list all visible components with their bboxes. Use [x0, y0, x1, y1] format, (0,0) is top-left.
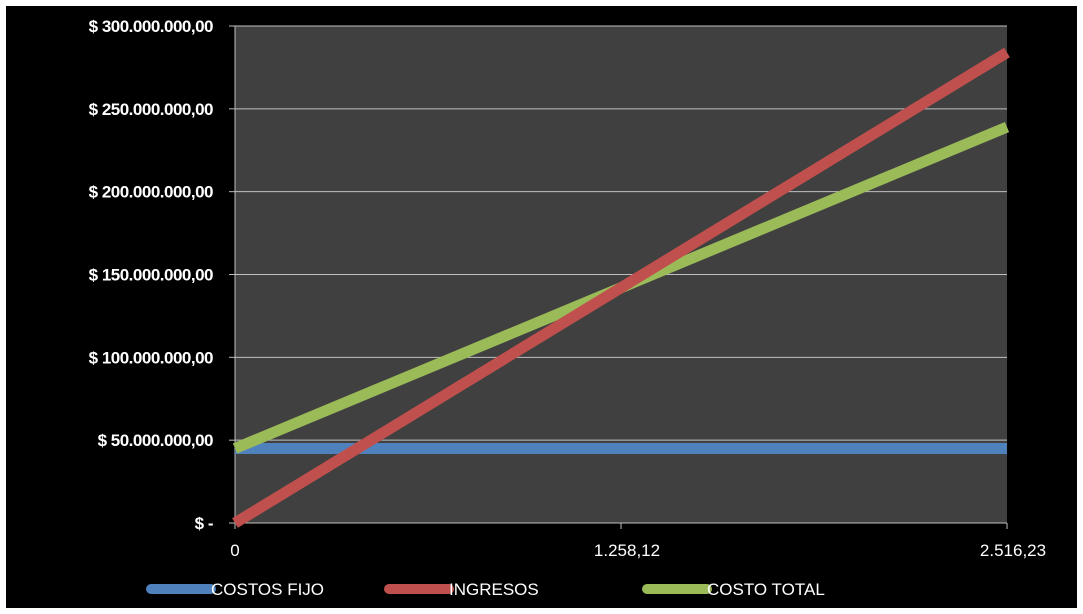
legend-item: COSTOS FIJO [146, 580, 324, 599]
legend-label: COSTOS FIJO [211, 580, 324, 599]
y-tick-label: $ 300.000.000,00 [89, 17, 213, 36]
x-axis-ticks: 0 1.258,12 2.516,23 [230, 523, 1046, 560]
series-line-ingresos [232, 47, 1010, 528]
legend-item: INGRESOS [384, 580, 539, 599]
y-tick-label: $ 50.000.000,00 [98, 431, 213, 450]
legend: COSTOS FIJO INGRESOS COSTO TOTAL [146, 580, 825, 599]
x-tick-label: 1.258,12 [594, 541, 660, 560]
x-tick-label: 2.516,23 [980, 541, 1046, 560]
y-tick-label: $ 200.000.000,00 [89, 183, 213, 202]
legend-label: INGRESOS [449, 580, 539, 599]
y-tick-label: $ - [195, 514, 213, 533]
legend-label: COSTO TOTAL [707, 580, 825, 599]
legend-item: COSTO TOTAL [642, 580, 825, 599]
series-lines [232, 47, 1010, 528]
y-axis-ticks: $ - $ 50.000.000,00 $ 100.000.000,00 $ 150.… [89, 17, 235, 533]
y-tick-label: $ 250.000.000,00 [89, 100, 213, 119]
chart-svg: $ - $ 50.000.000,00 $ 100.000.000,00 $ 150.… [89, 17, 1046, 599]
x-tick-label: 0 [230, 541, 239, 560]
y-tick-label: $ 150.000.000,00 [89, 266, 213, 285]
y-tick-label: $ 100.000.000,00 [89, 348, 213, 367]
chart: $ - $ 50.000.000,00 $ 100.000.000,00 $ 150.… [6, 6, 1077, 608]
